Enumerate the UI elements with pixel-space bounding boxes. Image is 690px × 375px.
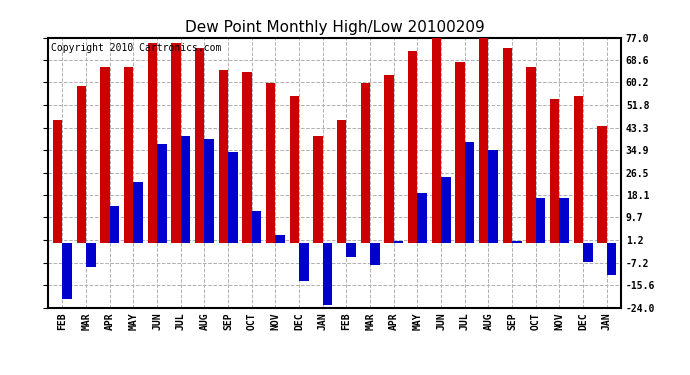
Bar: [441, 177, 451, 243]
Bar: [526, 67, 536, 243]
Bar: [408, 51, 417, 243]
Bar: [242, 72, 252, 243]
Bar: [465, 142, 474, 243]
Text: Copyright 2010 Cartronics.com: Copyright 2010 Cartronics.com: [51, 43, 221, 53]
Bar: [157, 144, 166, 243]
Bar: [573, 96, 583, 243]
Bar: [53, 120, 63, 243]
Bar: [394, 241, 403, 243]
Bar: [77, 86, 86, 243]
Bar: [228, 153, 237, 243]
Bar: [148, 43, 157, 243]
Bar: [219, 70, 228, 243]
Bar: [479, 38, 489, 243]
Bar: [337, 120, 346, 243]
Bar: [550, 99, 560, 243]
Bar: [181, 136, 190, 243]
Bar: [63, 243, 72, 300]
Bar: [489, 150, 498, 243]
Bar: [299, 243, 308, 281]
Bar: [361, 83, 370, 243]
Bar: [536, 198, 545, 243]
Bar: [323, 243, 333, 305]
Bar: [384, 75, 394, 243]
Bar: [204, 139, 214, 243]
Bar: [560, 198, 569, 243]
Bar: [607, 243, 616, 275]
Bar: [512, 241, 522, 243]
Bar: [86, 243, 96, 267]
Bar: [133, 182, 143, 243]
Bar: [124, 67, 133, 243]
Bar: [583, 243, 593, 262]
Title: Dew Point Monthly High/Low 20100209: Dew Point Monthly High/Low 20100209: [185, 20, 484, 35]
Bar: [110, 206, 119, 243]
Bar: [275, 236, 285, 243]
Bar: [370, 243, 380, 265]
Bar: [100, 67, 110, 243]
Bar: [266, 83, 275, 243]
Bar: [455, 62, 465, 243]
Bar: [195, 48, 204, 243]
Bar: [252, 211, 262, 243]
Bar: [417, 192, 427, 243]
Bar: [346, 243, 356, 257]
Bar: [313, 136, 323, 243]
Bar: [432, 38, 441, 243]
Bar: [171, 43, 181, 243]
Bar: [598, 126, 607, 243]
Bar: [503, 48, 512, 243]
Bar: [290, 96, 299, 243]
